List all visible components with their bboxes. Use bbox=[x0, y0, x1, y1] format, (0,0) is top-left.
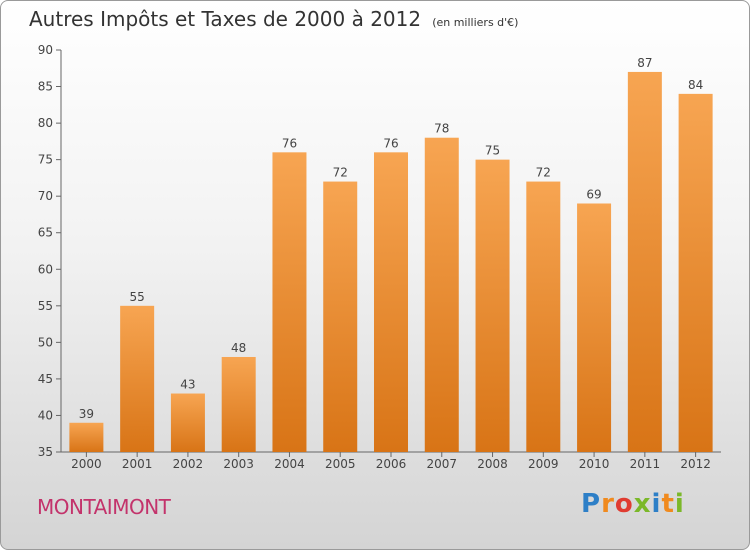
bar bbox=[120, 305, 155, 452]
x-tick-label: 2003 bbox=[223, 457, 254, 471]
y-tick-label: 50 bbox=[38, 335, 53, 349]
x-tick-label: 2010 bbox=[579, 457, 610, 471]
x-tick-label: 2009 bbox=[528, 457, 559, 471]
bar-value-label: 72 bbox=[333, 166, 348, 180]
bar-value-label: 39 bbox=[79, 407, 94, 421]
y-tick-label: 70 bbox=[38, 189, 53, 203]
x-tick-label: 2007 bbox=[426, 457, 457, 471]
bar bbox=[526, 181, 561, 452]
logo-letter: r bbox=[601, 489, 615, 519]
logo-letter: o bbox=[614, 489, 634, 519]
bar bbox=[577, 203, 612, 452]
proxiti-logo: Proxiti bbox=[581, 489, 685, 519]
y-tick-label: 35 bbox=[38, 445, 53, 459]
bar-value-label: 87 bbox=[637, 56, 652, 70]
x-tick-label: 2001 bbox=[122, 457, 153, 471]
bar-value-label: 55 bbox=[130, 290, 145, 304]
bar bbox=[374, 152, 408, 452]
logo-letter: x bbox=[633, 489, 652, 519]
x-tick-label: 2002 bbox=[173, 457, 204, 471]
bar-value-label: 69 bbox=[586, 187, 601, 201]
bar-value-label: 78 bbox=[434, 122, 449, 136]
bar bbox=[69, 422, 104, 452]
logo-letter: i bbox=[674, 489, 685, 519]
y-tick-label: 60 bbox=[38, 262, 53, 276]
bar bbox=[627, 71, 662, 452]
y-tick-label: 90 bbox=[38, 43, 53, 57]
bar-value-label: 84 bbox=[688, 78, 703, 92]
bar-value-label: 76 bbox=[282, 136, 297, 150]
bar-value-label: 48 bbox=[231, 341, 246, 355]
bar-value-label: 72 bbox=[536, 166, 551, 180]
bar-value-label: 75 bbox=[485, 144, 500, 158]
bar-value-label: 76 bbox=[383, 136, 398, 150]
bar-value-label: 43 bbox=[180, 378, 195, 392]
chart-subtitle: (en milliers d'€) bbox=[432, 16, 519, 29]
bar bbox=[170, 393, 205, 452]
bar bbox=[221, 356, 256, 452]
y-tick-label: 55 bbox=[38, 299, 53, 313]
logo-letter: t bbox=[661, 489, 675, 519]
x-tick-label: 2006 bbox=[376, 457, 407, 471]
bar bbox=[424, 137, 459, 452]
x-tick-label: 2000 bbox=[71, 457, 102, 471]
logo-letter: P bbox=[581, 489, 602, 519]
x-tick-label: 2005 bbox=[325, 457, 356, 471]
x-tick-label: 2008 bbox=[477, 457, 508, 471]
bar bbox=[475, 159, 510, 453]
commune-name: MONTAIMONT bbox=[37, 495, 171, 519]
y-tick-label: 75 bbox=[38, 153, 53, 167]
bar bbox=[272, 152, 307, 452]
chart-title: Autres Impôts et Taxes de 2000 à 2012 (e… bbox=[29, 7, 518, 31]
y-tick-label: 85 bbox=[38, 80, 53, 94]
bar bbox=[323, 181, 358, 452]
chart-title-text: Autres Impôts et Taxes de 2000 à 2012 bbox=[29, 7, 422, 31]
y-tick-label: 65 bbox=[38, 226, 53, 240]
x-tick-label: 2012 bbox=[680, 457, 711, 471]
bar bbox=[678, 93, 713, 452]
y-tick-label: 45 bbox=[38, 372, 53, 386]
y-tick-label: 80 bbox=[38, 116, 53, 130]
x-tick-label: 2004 bbox=[274, 457, 305, 471]
logo-letter: i bbox=[651, 489, 662, 519]
y-tick-label: 40 bbox=[38, 408, 53, 422]
x-tick-label: 2011 bbox=[630, 457, 661, 471]
